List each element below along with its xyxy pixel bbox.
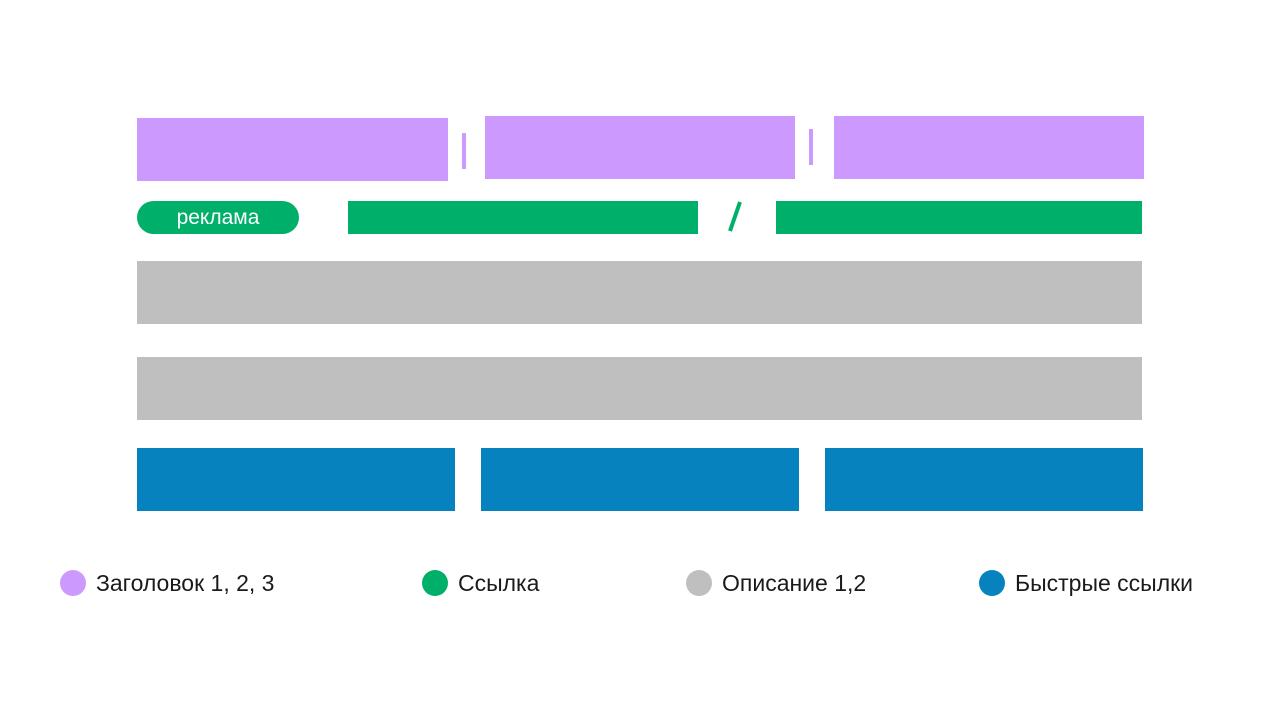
quick-link-1-block xyxy=(137,448,455,511)
quick-link-2-block xyxy=(481,448,799,511)
legend-item-title: Заголовок 1, 2, 3 xyxy=(60,569,274,597)
legend-label: Заголовок 1, 2, 3 xyxy=(96,569,275,596)
ad-badge: реклама xyxy=(137,201,299,234)
link-block-2 xyxy=(776,201,1142,234)
title-2-block xyxy=(485,116,795,179)
quick-link-3-block xyxy=(825,448,1143,511)
description-1-block xyxy=(137,261,1142,324)
link-block-1 xyxy=(348,201,698,234)
legend-item-link: Ссылка xyxy=(422,569,539,597)
title-1-block xyxy=(137,118,448,181)
legend-item-quick-links: Быстрые ссылки xyxy=(979,569,1193,597)
title-separator xyxy=(462,133,466,169)
legend-dot-icon xyxy=(979,570,1005,596)
legend-dot-icon xyxy=(422,570,448,596)
legend-label: Ссылка xyxy=(458,569,540,596)
legend-dot-icon xyxy=(60,570,86,596)
description-2-block xyxy=(137,357,1142,420)
legend-item-description: Описание 1,2 xyxy=(686,569,866,597)
legend-label: Быстрые ссылки xyxy=(1015,569,1194,596)
title-3-block xyxy=(834,116,1144,179)
slash-separator-icon xyxy=(728,201,742,232)
legend-dot-icon xyxy=(686,570,712,596)
title-separator xyxy=(809,129,813,165)
legend-label: Описание 1,2 xyxy=(722,569,867,596)
